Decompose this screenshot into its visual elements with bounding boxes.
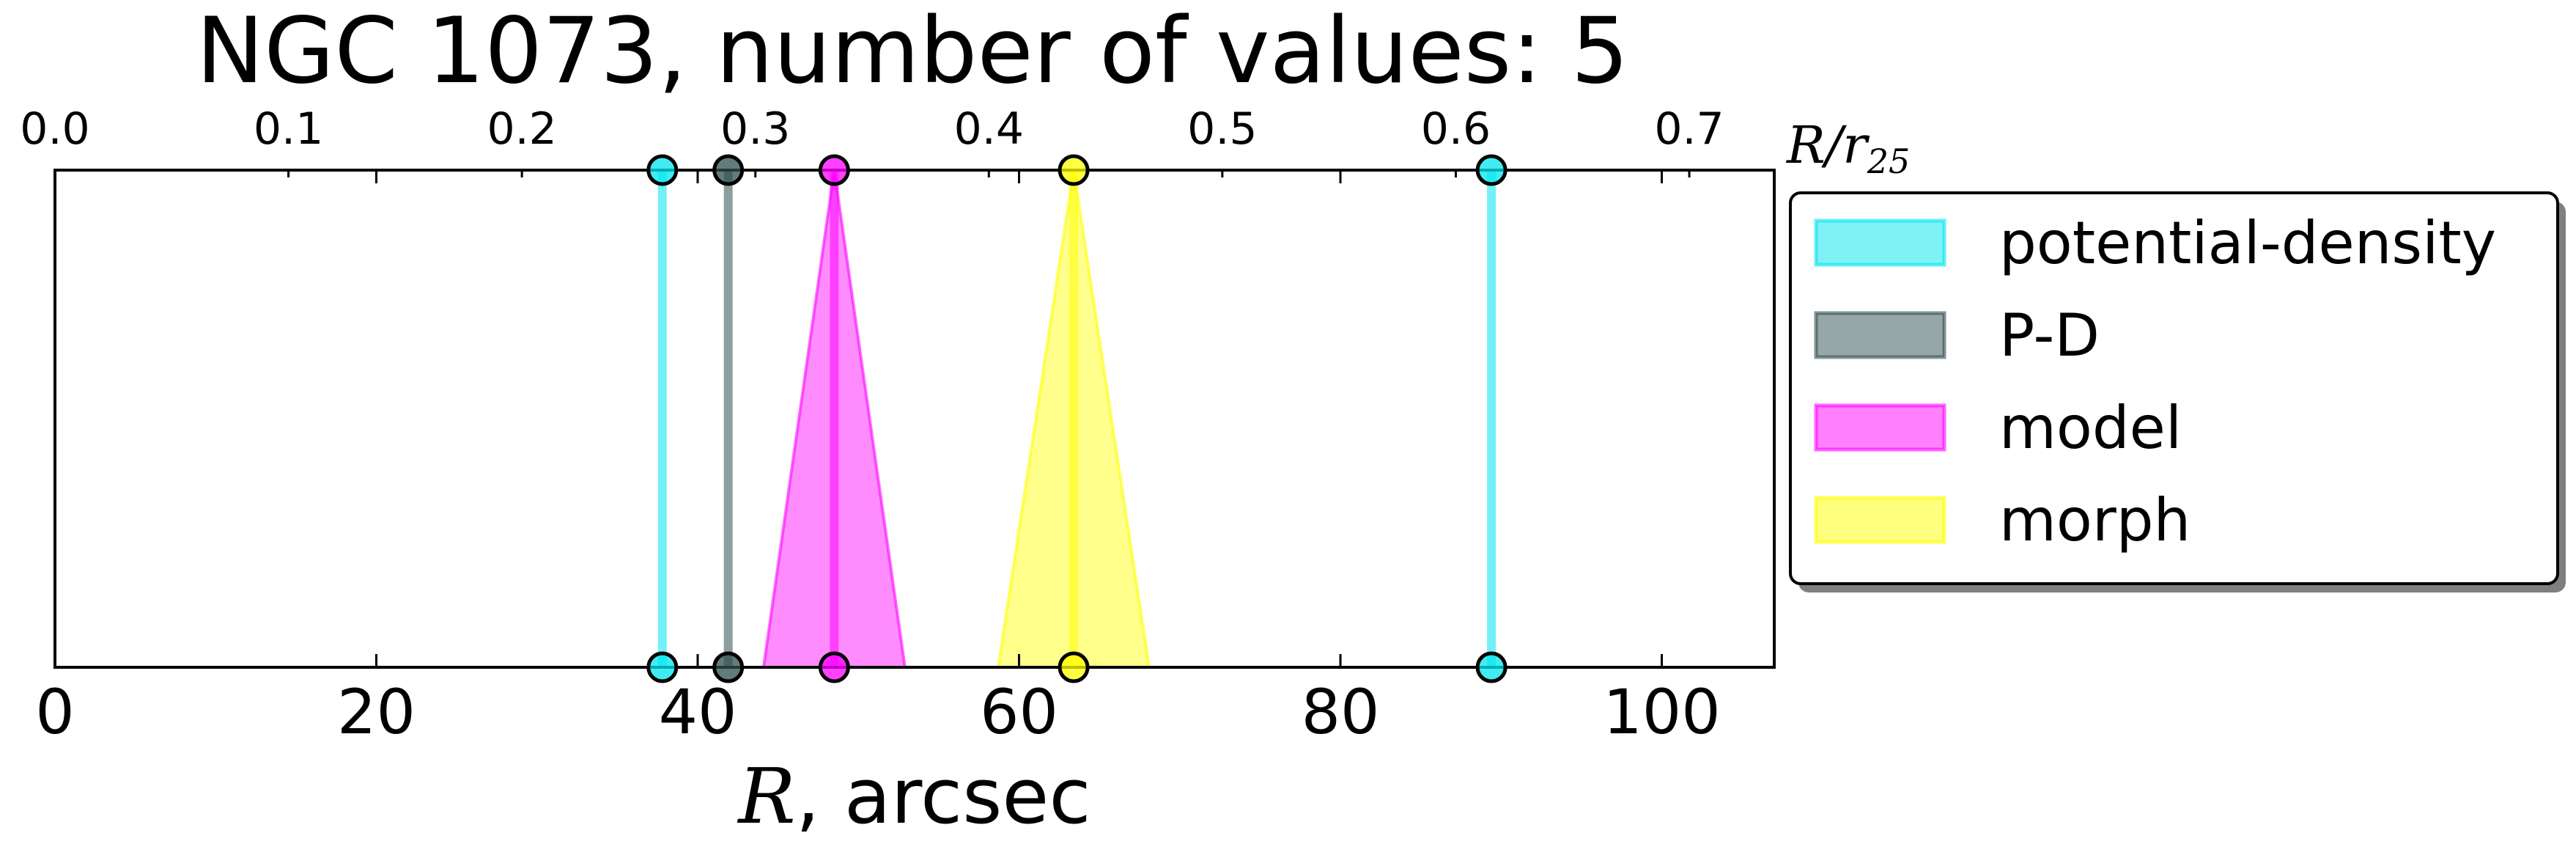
legend-swatch-model [1814,403,1946,452]
top-x-tick-label: 0.7 [1654,103,1724,155]
p-d-marker-0-top [712,154,745,186]
x-tick-label: 60 [980,676,1058,748]
x-tick-label: 0 [35,676,74,748]
morph-marker-0-top [1058,154,1090,186]
legend-label-potential-density: potential-density [1999,209,2496,277]
top-tick-labels: 0.0 0.1 0.2 0.3 0.4 0.5 0.6 0.7 [20,103,1724,155]
legend-swatch-p-d [1814,311,1946,359]
x-axis-label-unit: , arcsec [796,752,1091,841]
potential-density-marker-0-top [646,154,679,186]
legend-label-morph: morph [1999,486,2191,554]
top-x-tick-label: 0.0 [20,103,89,155]
x-axis-label-symbol: R [737,752,795,841]
series-lines [657,170,1496,667]
top-x-tick-label: 0.3 [720,103,790,155]
morph-marker-0-bottom [1058,651,1090,683]
bottom-tick-labels: 0 20 40 60 80 100 [35,676,1720,748]
legend-box [1789,191,2559,585]
model-marker-0-top [818,154,850,186]
top-axis-label: R/r25 [1785,115,1910,181]
potential-density-marker-1-top [1475,154,1507,186]
top-x-tick-label: 0.1 [254,103,323,155]
tick-marks [53,170,1691,667]
series-markers [646,154,1507,683]
potential-density-marker-1-bottom [1475,651,1507,683]
top-x-tick-label: 0.4 [954,103,1024,155]
top-x-tick-label: 0.2 [487,103,556,155]
top-axis-label-main: R/r [1785,115,1870,175]
series-fills [761,169,1151,669]
plot-frame [53,169,1776,669]
top-x-tick-label: 0.6 [1421,103,1491,155]
chart-title: NGC 1073, number of values: 5 [196,0,1629,104]
x-tick-label: 40 [659,676,737,748]
x-tick-label: 20 [337,676,416,748]
legend-label-model: model [1999,394,2182,462]
x-tick-label: 100 [1603,676,1720,748]
potential-density-marker-0-bottom [646,651,679,683]
legend-swatch-potential-density [1814,219,1946,267]
legend-swatch-morph [1814,496,1946,544]
legend-label-p-d: P-D [1999,301,2100,370]
legend-entries: potential-density P-D model morph [1814,209,2496,554]
x-tick-label: 80 [1302,676,1380,748]
top-x-tick-label: 0.5 [1187,103,1257,155]
p-d-marker-0-bottom [712,651,745,683]
x-axis-label: R, arcsec [737,752,1090,841]
legend: potential-density P-D model morph [1789,191,2566,592]
top-axis-label-subscript: 25 [1867,142,1911,181]
model-marker-0-bottom [818,651,850,683]
